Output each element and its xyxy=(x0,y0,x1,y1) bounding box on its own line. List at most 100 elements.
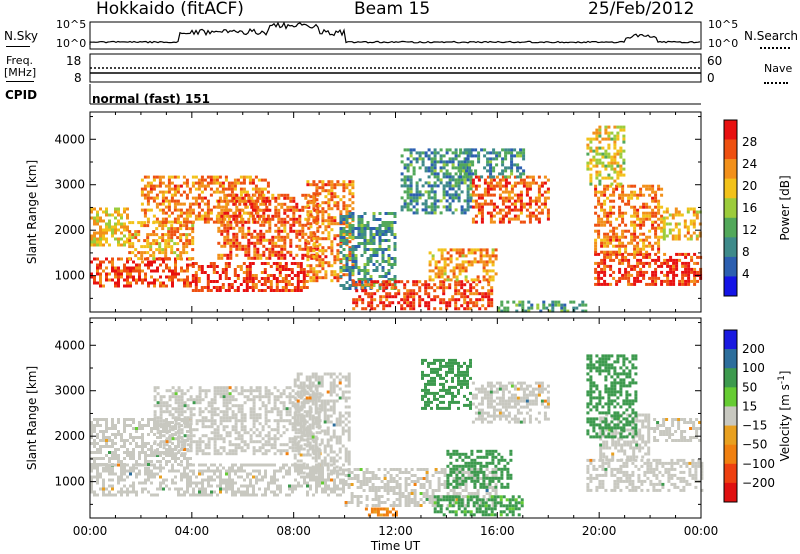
heatmap-cell xyxy=(275,262,279,265)
heatmap-cell xyxy=(155,202,159,206)
heatmap-cell xyxy=(177,407,181,411)
heatmap-cell xyxy=(149,190,153,194)
heatmap-cell xyxy=(624,276,628,280)
heatmap-cell xyxy=(442,286,446,290)
heatmap-cell xyxy=(230,199,234,203)
heatmap-cell xyxy=(381,266,385,269)
heatmap-cell xyxy=(287,268,291,271)
heatmap-cell xyxy=(321,246,325,250)
heatmap-cell xyxy=(663,252,667,256)
heatmap-cell xyxy=(120,257,123,261)
heatmap-cell xyxy=(645,205,649,209)
heatmap-cell xyxy=(642,223,646,227)
heatmap-cell xyxy=(262,238,266,242)
nave-label: Nave xyxy=(764,62,793,75)
heatmap-cell xyxy=(201,487,204,491)
heatmap-cell xyxy=(451,199,455,203)
heatmap-cell xyxy=(645,184,649,188)
heatmap-cell xyxy=(309,213,313,217)
heatmap-cell xyxy=(242,211,246,215)
heatmap-cell xyxy=(111,457,114,460)
heatmap-cell xyxy=(639,232,643,236)
heatmap-cell xyxy=(189,493,192,497)
heatmap-cell xyxy=(146,202,150,206)
heatmap-cell xyxy=(357,233,361,236)
heatmap-cell xyxy=(431,278,435,282)
heatmap-cell xyxy=(333,487,336,491)
heatmap-cell xyxy=(143,239,147,243)
heatmap-cell xyxy=(363,275,367,278)
heatmap-cell xyxy=(507,205,511,209)
heatmap-cell xyxy=(592,164,596,168)
heatmap-cell xyxy=(128,233,132,237)
heatmap-cell xyxy=(415,196,419,200)
heatmap-cell xyxy=(146,245,150,249)
heatmap-cell xyxy=(690,270,694,274)
heatmap-cell xyxy=(135,430,138,433)
heatmap-cell xyxy=(273,481,276,485)
heatmap-cell xyxy=(292,205,296,209)
heatmap-cell xyxy=(472,304,476,308)
heatmap-cell xyxy=(177,469,180,473)
heatmap-cell xyxy=(281,265,285,268)
heatmap-cell xyxy=(462,169,466,173)
heatmap-cell xyxy=(123,469,126,473)
heatmap-cell xyxy=(357,230,361,233)
heatmap-cell xyxy=(140,190,144,194)
heatmap-cell xyxy=(198,493,201,497)
heatmap-cell xyxy=(231,487,234,491)
heatmap-cell xyxy=(351,254,355,257)
heatmap-cell xyxy=(277,220,281,224)
heatmap-cell xyxy=(123,210,126,214)
heatmap-cell xyxy=(309,487,312,491)
heatmap-cell xyxy=(459,172,463,176)
heatmap-cell xyxy=(226,202,230,206)
heatmap-cell xyxy=(501,178,505,182)
heatmap-cell xyxy=(406,190,410,194)
heatmap-cell xyxy=(309,267,313,271)
heatmap-cell xyxy=(186,398,190,402)
heatmap-cell xyxy=(348,224,352,227)
heatmap-cell xyxy=(597,223,601,227)
heatmap-cell xyxy=(204,469,207,473)
heatmap-cell xyxy=(527,309,531,313)
heatmap-cell xyxy=(203,178,207,182)
heatmap-cell xyxy=(188,190,192,194)
heatmap-cell xyxy=(191,202,195,206)
heatmap-cell xyxy=(192,490,195,494)
heatmap-cell xyxy=(262,253,266,257)
heatmap-cell xyxy=(488,269,492,273)
heatmap-cell xyxy=(153,427,156,430)
heatmap-cell xyxy=(186,457,189,460)
heatmap-cell xyxy=(339,236,343,239)
heatmap-cell xyxy=(612,187,616,191)
heatmap-cell xyxy=(90,442,93,445)
heatmap-cell xyxy=(525,187,529,191)
heatmap-cell xyxy=(460,181,464,185)
heatmap-cell xyxy=(220,232,224,236)
heatmap-cell xyxy=(378,236,382,239)
heatmap-cell xyxy=(516,163,520,167)
heatmap-cell xyxy=(248,265,252,268)
heatmap-cell xyxy=(618,276,622,280)
heatmap-cell xyxy=(336,195,340,199)
heatmap-cell xyxy=(483,187,487,191)
heatmap-cell xyxy=(177,422,181,426)
heatmap-cell xyxy=(201,484,204,488)
heatmap-cell xyxy=(283,253,287,257)
heatmap-cell xyxy=(278,262,282,265)
heatmap-cell xyxy=(292,223,296,227)
heatmap-cell xyxy=(348,192,352,196)
heatmap-cell xyxy=(451,298,455,302)
heatmap-cell xyxy=(461,251,465,255)
heatmap-cell xyxy=(306,183,310,187)
heatmap-cell xyxy=(454,157,458,161)
heatmap-cell xyxy=(449,254,453,258)
heatmap-cell xyxy=(665,222,669,226)
heatmap-cell xyxy=(437,266,441,270)
heatmap-cell xyxy=(156,487,159,491)
heatmap-cell xyxy=(330,198,334,202)
heatmap-cell xyxy=(513,184,517,188)
heatmap-cell xyxy=(273,469,276,473)
heatmap-cell xyxy=(138,427,141,430)
